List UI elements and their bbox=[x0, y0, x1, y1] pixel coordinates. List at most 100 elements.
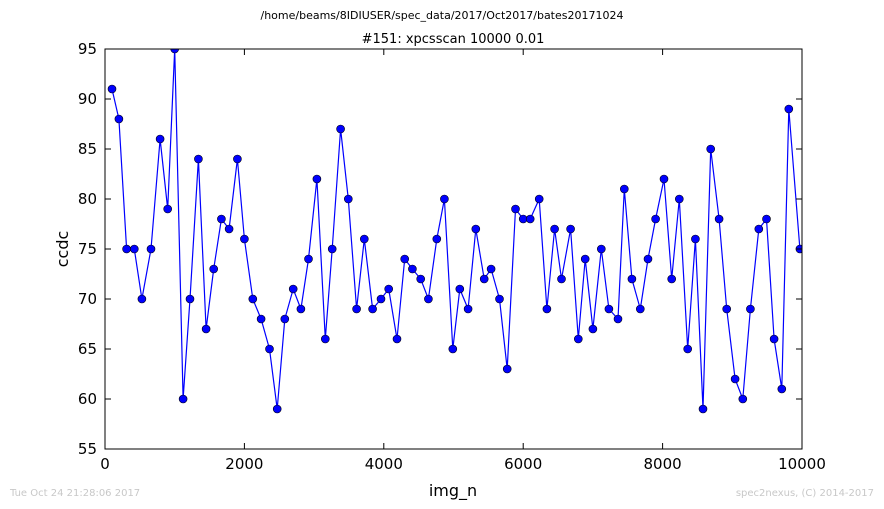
data-point bbox=[201, 324, 211, 334]
data-point bbox=[495, 294, 504, 304]
data-point bbox=[440, 194, 449, 204]
data-point bbox=[448, 344, 458, 354]
data-point bbox=[392, 334, 402, 344]
data-point bbox=[659, 174, 669, 184]
y-tick-label: 85 bbox=[78, 140, 97, 158]
data-point bbox=[304, 254, 313, 264]
data-point bbox=[674, 194, 684, 204]
y-axis-label: ccdc bbox=[53, 231, 72, 268]
data-point bbox=[178, 394, 188, 404]
data-point bbox=[224, 224, 234, 234]
x-tick-label: 10000 bbox=[778, 455, 826, 473]
y-tick-label: 65 bbox=[78, 340, 97, 358]
data-point bbox=[588, 324, 598, 334]
data-point bbox=[432, 234, 442, 244]
data-point bbox=[312, 174, 322, 184]
data-point bbox=[706, 144, 716, 154]
data-point bbox=[596, 244, 606, 254]
data-point bbox=[746, 304, 755, 314]
y-tick-label: 80 bbox=[78, 190, 97, 208]
data-point bbox=[327, 244, 337, 254]
data-point bbox=[359, 234, 369, 244]
data-point bbox=[542, 304, 552, 314]
data-point bbox=[714, 214, 724, 224]
data-point bbox=[416, 274, 426, 284]
data-point bbox=[667, 274, 677, 284]
data-point bbox=[525, 214, 535, 224]
data-point bbox=[769, 334, 779, 344]
data-point bbox=[146, 244, 156, 254]
y-tick-label: 60 bbox=[78, 390, 97, 408]
data-point bbox=[754, 224, 764, 234]
axes-frame bbox=[104, 48, 803, 450]
data-point bbox=[320, 334, 330, 344]
data-point bbox=[194, 154, 203, 164]
data-point bbox=[163, 204, 172, 214]
data-point bbox=[486, 264, 496, 274]
data-point bbox=[155, 134, 165, 144]
data-point bbox=[455, 284, 465, 294]
data-point bbox=[185, 294, 195, 304]
data-point bbox=[580, 254, 590, 264]
data-point bbox=[557, 274, 566, 284]
x-tick-label: 0 bbox=[100, 455, 110, 473]
data-point bbox=[730, 374, 740, 384]
data-point bbox=[722, 304, 732, 314]
data-point bbox=[604, 304, 614, 314]
data-point bbox=[107, 84, 117, 94]
data-point bbox=[463, 304, 473, 314]
footer-timestamp: Tue Oct 24 21:28:06 2017 bbox=[10, 488, 141, 499]
data-point bbox=[256, 314, 266, 324]
data-point bbox=[651, 214, 660, 224]
data-point bbox=[240, 234, 249, 244]
data-point bbox=[738, 394, 748, 404]
data-point bbox=[209, 264, 218, 274]
y-tick-label: 55 bbox=[78, 440, 97, 458]
data-point bbox=[352, 304, 361, 314]
data-point bbox=[122, 244, 131, 254]
data-point bbox=[384, 284, 394, 294]
data-point bbox=[613, 314, 623, 324]
suptitle: /home/beams/8IDIUSER/spec_data/2017/Oct2… bbox=[261, 9, 624, 22]
data-point bbox=[573, 334, 583, 344]
y-tick-label: 95 bbox=[78, 40, 97, 58]
x-tick-label: 6000 bbox=[504, 455, 542, 473]
data-point bbox=[336, 124, 345, 134]
data-point bbox=[643, 254, 653, 264]
data-point bbox=[137, 294, 147, 304]
data-point bbox=[170, 49, 179, 54]
plot-area: 0 2000 4000 6000 8000 10000 55 60 65 70 75 80 85 90 95 bbox=[78, 40, 826, 473]
series-line bbox=[111, 49, 801, 410]
data-point bbox=[233, 154, 242, 164]
data-point bbox=[368, 304, 377, 314]
footer-credit: spec2nexus, (C) 2014-2017 bbox=[735, 488, 874, 499]
data-point bbox=[130, 244, 139, 254]
chart-title: #151: xpcsscan 10000 0.01 bbox=[362, 32, 545, 47]
data-point bbox=[511, 204, 520, 214]
data-point bbox=[424, 294, 433, 304]
data-point bbox=[296, 304, 306, 314]
data-point bbox=[400, 254, 410, 264]
data-point bbox=[550, 224, 559, 234]
x-tick-label: 4000 bbox=[365, 455, 403, 473]
data-point bbox=[762, 214, 771, 224]
data-point bbox=[343, 194, 353, 204]
series-group bbox=[107, 49, 802, 414]
data-point bbox=[619, 184, 629, 194]
x-tick-label: 2000 bbox=[225, 455, 263, 473]
y-tick-label: 70 bbox=[78, 290, 97, 308]
data-point bbox=[479, 274, 489, 284]
y-tick-label: 90 bbox=[78, 90, 97, 108]
data-point bbox=[683, 344, 693, 354]
data-point bbox=[566, 224, 575, 234]
data-point bbox=[627, 274, 637, 284]
data-point bbox=[272, 404, 282, 414]
data-point bbox=[534, 194, 544, 204]
data-point bbox=[288, 284, 298, 294]
data-point bbox=[248, 294, 258, 304]
data-point bbox=[280, 314, 290, 324]
data-point bbox=[784, 104, 794, 114]
data-point bbox=[376, 294, 386, 304]
x-axis-label: img_n bbox=[429, 481, 477, 501]
x-tick-label: 8000 bbox=[644, 455, 682, 473]
